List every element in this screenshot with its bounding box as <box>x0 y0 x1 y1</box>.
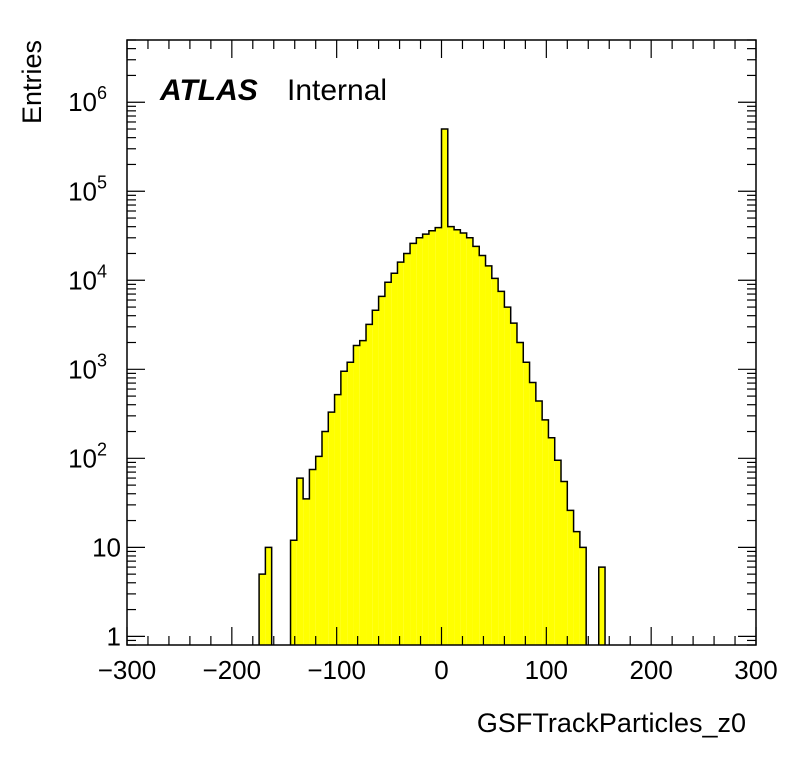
histogram-bar <box>491 278 499 645</box>
histogram-bar <box>315 456 322 645</box>
histogram-bar <box>472 246 480 646</box>
histogram-bar <box>309 469 316 645</box>
x-axis-title: GSFTrackParticles_z0 <box>477 708 746 738</box>
y-tick-label: 10 <box>92 532 121 562</box>
histogram-bar <box>428 230 436 646</box>
histogram-bar <box>410 243 417 645</box>
y-tick-label: 103 <box>68 350 107 384</box>
histogram-bar <box>579 547 587 645</box>
histogram-bar <box>548 437 555 645</box>
histogram-bar <box>523 362 530 645</box>
histogram-bar <box>347 362 354 645</box>
histogram-bar <box>391 273 398 645</box>
histogram-bar <box>529 382 536 645</box>
y-axis-ticks: 1 10 102 103 104 105 106 <box>68 39 756 651</box>
histogram-bar <box>416 237 423 646</box>
histogram-bar <box>265 547 272 645</box>
y-axis-title: Entries <box>17 40 47 124</box>
histogram-bar <box>466 237 473 646</box>
histogram-bar <box>340 371 348 645</box>
x-axis-ticks: −300 −200 −100 0 100 200 300 <box>98 40 778 685</box>
y-tick-label: 105 <box>68 172 107 206</box>
histogram-bar <box>542 419 549 645</box>
histogram-bar <box>598 567 606 645</box>
histogram-bar <box>378 296 385 645</box>
histogram-bar <box>454 229 461 645</box>
histogram-bar <box>516 342 524 645</box>
histogram-bar <box>554 460 562 645</box>
y-tick-label: 1 <box>107 621 121 651</box>
histogram-outline <box>258 128 606 645</box>
x-tick-label: 200 <box>629 655 672 685</box>
x-tick-label: −300 <box>98 655 157 685</box>
histogram-bar <box>535 401 543 645</box>
histogram-bar <box>479 255 486 645</box>
x-tick-label: 0 <box>434 655 448 685</box>
histogram-bar <box>359 340 367 645</box>
histogram-bar <box>498 291 505 645</box>
histogram-bar <box>384 282 392 645</box>
histogram-bar <box>510 323 517 645</box>
histogram-bar <box>321 431 329 645</box>
x-tick-label: −100 <box>307 655 366 685</box>
histogram-bar <box>353 345 360 645</box>
histogram-bar <box>403 253 411 646</box>
histogram-bar <box>259 574 266 645</box>
histogram-bar <box>441 129 448 645</box>
atlas-label: ATLAS <box>159 74 258 107</box>
y-tick-label: 104 <box>68 261 107 295</box>
histogram-bar <box>460 232 467 645</box>
histogram-bar <box>328 412 335 645</box>
internal-label: Internal <box>287 74 387 107</box>
histogram-bar <box>303 498 310 645</box>
x-tick-label: −200 <box>203 655 262 685</box>
x-tick-label: 100 <box>525 655 568 685</box>
histogram-bar <box>561 481 568 645</box>
histogram-bar <box>435 227 442 645</box>
histogram-bar <box>573 531 580 645</box>
histogram-bars <box>259 129 606 646</box>
histogram-bar <box>366 324 373 645</box>
y-tick-label: 106 <box>68 83 107 117</box>
histogram-bar <box>422 234 429 645</box>
histogram-bar <box>296 478 304 645</box>
y-tick-label: 102 <box>68 439 107 473</box>
histogram-bar <box>372 310 379 645</box>
x-tick-label: 300 <box>734 655 777 685</box>
histogram-bar <box>397 262 404 645</box>
histogram-bar <box>290 540 297 645</box>
histogram-bar <box>485 265 492 645</box>
histogram-bar <box>447 226 455 645</box>
histogram-bar <box>504 307 511 645</box>
histogram-bar <box>334 394 341 645</box>
histogram-bar <box>567 510 574 645</box>
